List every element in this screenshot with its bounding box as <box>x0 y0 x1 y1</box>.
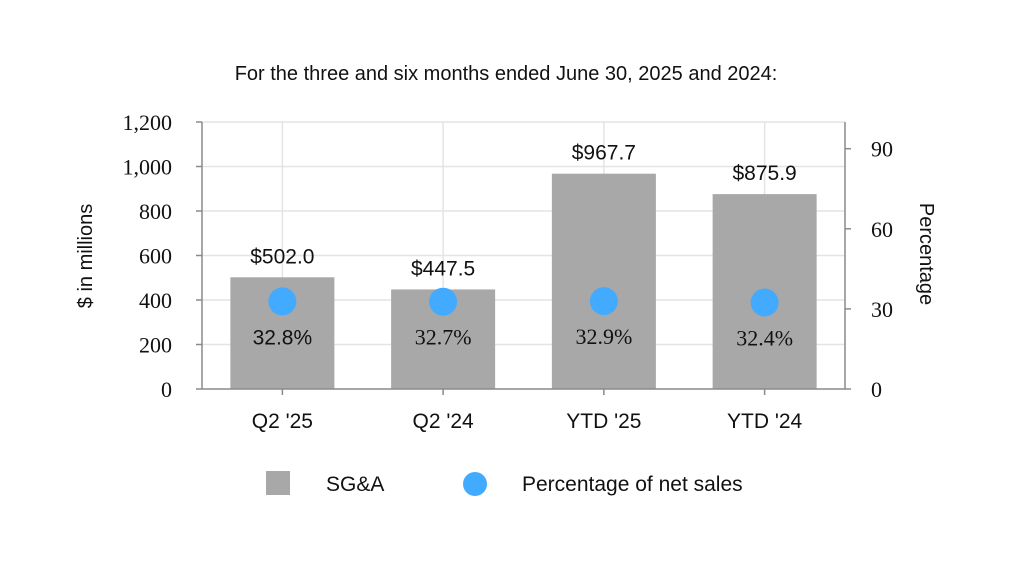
y-tick-label: 200 <box>139 333 172 358</box>
y-tick-label: 800 <box>139 199 172 224</box>
percentage-point <box>268 287 297 316</box>
y-tick-label: 600 <box>139 244 172 269</box>
percentage-point <box>589 287 618 316</box>
y2-tick-label: 60 <box>871 217 893 242</box>
x-tick-label: YTD '24 <box>727 410 803 433</box>
y2-tick-label: 0 <box>871 377 882 402</box>
sga-value-label: $502.0 <box>250 245 314 268</box>
percentage-point <box>429 287 458 316</box>
y2-tick-label: 90 <box>871 137 893 162</box>
bar-series <box>230 173 817 389</box>
sga-value-label: $447.5 <box>411 257 475 280</box>
sga-bar <box>551 173 656 389</box>
percentage-value-label: 32.8% <box>253 326 313 349</box>
chart-title: For the three and six months ended June … <box>235 63 778 85</box>
percentage-point <box>750 288 779 317</box>
y-axis-label: $ in millions <box>75 204 97 308</box>
axes: 0 200 400 600 800 1,000 1,200 0 30 60 90 Q2 '25 Q2 '… <box>123 110 894 433</box>
sga-value-label: $875.9 <box>733 162 797 185</box>
y-tick-label: 1,000 <box>123 155 173 180</box>
percentage-series <box>268 287 779 317</box>
y2-tick-label: 30 <box>871 297 893 322</box>
y-tick-label: 0 <box>161 377 172 402</box>
y-tick-label: 400 <box>139 288 172 313</box>
x-tick-label: Q2 '25 <box>252 410 313 433</box>
data-labels: $502.0 $447.5 $967.7 $875.9 32.8% 32.7% 32.9% 3… <box>250 142 796 351</box>
legend-marker-percentage <box>463 472 487 496</box>
x-tick-label: YTD '25 <box>566 410 641 433</box>
legend-marker-sga <box>266 471 290 495</box>
sga-value-label: $967.7 <box>572 142 636 165</box>
legend-label-sga: SG&A <box>326 473 384 496</box>
y-tick-label: 1,200 <box>123 110 173 135</box>
y2-axis-label: Percentage <box>915 203 937 305</box>
legend-label-percentage: Percentage of net sales <box>522 473 743 496</box>
percentage-value-label: 32.7% <box>415 325 472 350</box>
legend: SG&A Percentage of net sales <box>266 471 743 496</box>
percentage-value-label: 32.9% <box>575 324 632 349</box>
percentage-value-label: 32.4% <box>736 325 793 350</box>
x-tick-label: Q2 '24 <box>413 410 475 433</box>
